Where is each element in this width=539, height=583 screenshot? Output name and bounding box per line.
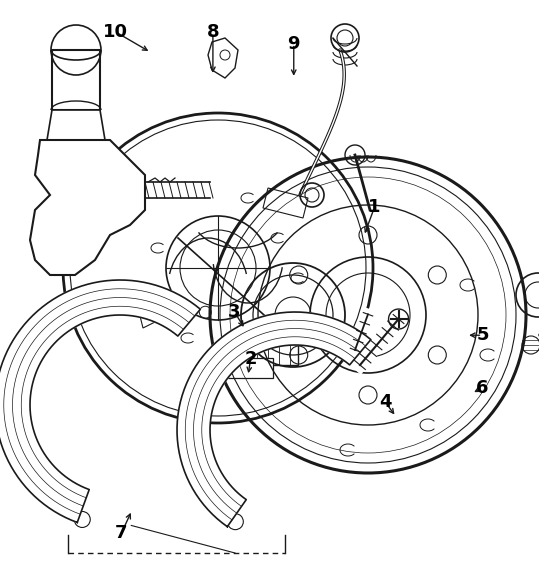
Polygon shape [0, 280, 201, 522]
Text: 9: 9 [287, 35, 300, 52]
Text: 3: 3 [228, 303, 241, 321]
Text: 6: 6 [476, 379, 489, 396]
Polygon shape [138, 298, 163, 328]
Polygon shape [30, 140, 145, 275]
Polygon shape [52, 50, 100, 110]
Polygon shape [228, 358, 273, 378]
Polygon shape [238, 341, 298, 365]
Text: 8: 8 [206, 23, 219, 41]
Polygon shape [177, 312, 371, 526]
Polygon shape [47, 110, 105, 140]
Text: 7: 7 [115, 525, 128, 542]
Text: 1: 1 [368, 198, 381, 216]
Text: 2: 2 [244, 350, 257, 367]
Polygon shape [208, 38, 238, 78]
Text: 4: 4 [379, 394, 392, 411]
Polygon shape [263, 188, 308, 218]
Text: 10: 10 [103, 23, 128, 41]
Text: 5: 5 [476, 326, 489, 344]
